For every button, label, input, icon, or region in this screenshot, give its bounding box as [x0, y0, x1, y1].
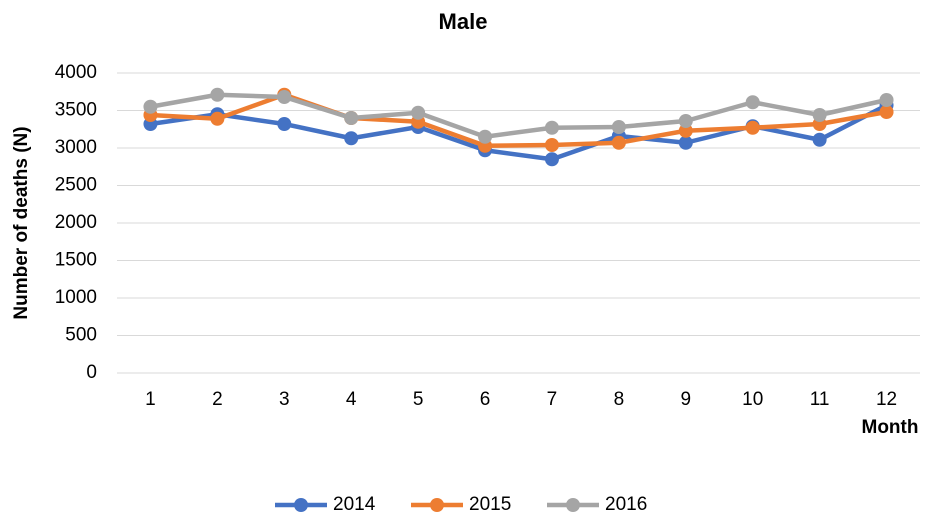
x-tick-label: 3	[279, 389, 290, 410]
x-tick-label: 10	[742, 389, 763, 410]
series-line	[150, 92, 888, 139]
y-tick-label: 3000	[55, 137, 97, 158]
y-tick-label: 500	[65, 325, 97, 346]
x-tick-label: 8	[614, 389, 625, 410]
legend-label: 2015	[469, 494, 511, 515]
series-marker	[344, 131, 359, 146]
series-marker	[745, 95, 760, 110]
legend-label: 2016	[605, 494, 647, 515]
series-marker	[411, 105, 426, 120]
x-tick-label: 2	[212, 389, 223, 410]
x-tick-label: 5	[413, 389, 424, 410]
series-marker	[879, 105, 894, 119]
series-marker	[812, 132, 827, 147]
series-marker	[678, 114, 693, 128]
legend-marker	[430, 498, 444, 512]
series-marker	[344, 111, 359, 125]
series-marker	[611, 135, 626, 150]
legend-marker	[566, 498, 580, 512]
y-tick-label: 1000	[55, 287, 97, 308]
series-marker	[277, 117, 292, 131]
series-marker	[745, 120, 760, 135]
x-tick-label: 9	[681, 389, 692, 410]
x-tick-label: 7	[547, 389, 558, 410]
series-marker	[678, 123, 693, 138]
y-tick-label: 0	[86, 362, 97, 383]
x-tick-label: 1	[145, 389, 156, 410]
y-tick-label: 4000	[55, 62, 97, 83]
chart-title: Male	[439, 9, 488, 34]
y-tick-label: 2500	[55, 175, 97, 196]
series-marker	[812, 108, 827, 122]
series-marker	[544, 120, 559, 135]
legend-marker	[294, 498, 308, 512]
x-tick-label: 4	[346, 389, 357, 410]
series-marker	[879, 93, 894, 107]
y-axis-label: Number of deaths (N)	[11, 126, 32, 319]
x-tick-label: 11	[810, 389, 830, 410]
x-tick-label: 6	[480, 389, 491, 410]
y-tick-label: 1500	[55, 250, 97, 271]
series-marker	[143, 99, 158, 114]
series-marker	[678, 135, 693, 150]
series-marker	[478, 129, 493, 144]
x-tick-label: 12	[876, 389, 897, 410]
series-marker	[544, 138, 559, 152]
x-axis-label: Month	[862, 417, 919, 438]
series-marker	[277, 90, 292, 104]
series-marker	[544, 152, 559, 167]
y-tick-label: 3500	[55, 100, 97, 121]
series-marker	[611, 120, 626, 134]
y-tick-label: 2000	[55, 212, 97, 233]
legend-label: 2014	[333, 494, 376, 515]
series-marker	[210, 111, 225, 126]
series-marker	[210, 87, 225, 102]
